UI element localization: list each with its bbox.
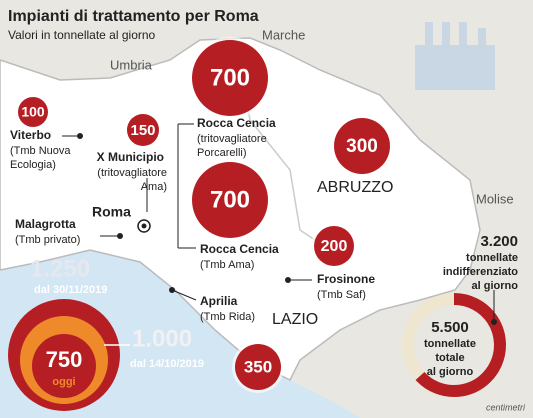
history-value: 1.250 (30, 255, 90, 282)
history-date: dal 30/11/2019 (34, 284, 107, 296)
ring-750 (32, 334, 96, 398)
plant-value: 300 (346, 136, 378, 157)
region: Marche (262, 27, 305, 42)
plant-name: Rocca Cencia (200, 242, 279, 256)
plant-detail: (Tmb Rida) (200, 311, 255, 323)
plant-circle (314, 226, 354, 266)
plant-detail: (tritovagliatore (97, 167, 167, 179)
plant-name: X Municipio (97, 150, 164, 164)
total-value: 5.500 (431, 319, 469, 336)
plant-detail: (Tmb privato) (15, 234, 80, 246)
plant-circle (192, 40, 268, 116)
undiff-line: al giorno (472, 280, 519, 292)
plant-name: Malagrotta (15, 217, 76, 231)
plant-circle (334, 118, 390, 174)
region: ABRUZZO (317, 179, 393, 196)
plant-value: 700 (210, 64, 250, 91)
plant-detail: (Tmb Saf) (317, 289, 366, 301)
city: Roma (92, 204, 131, 220)
plant-detail: (tritovagliatore (197, 133, 267, 145)
plant-value: 700 (210, 186, 250, 213)
history-value: 750 (46, 347, 83, 372)
plant-detail: Porcarelli) (197, 147, 247, 159)
plant-circle (235, 344, 281, 390)
total-line: al giorno (427, 366, 474, 378)
plant-name: Frosinone (317, 272, 375, 286)
plant-circle (127, 114, 159, 146)
history-value: 1.000 (132, 325, 192, 352)
region: Molise (476, 191, 514, 206)
plant-value: 200 (321, 238, 348, 255)
total-line: totale (435, 352, 464, 364)
plant-name: Aprilia (200, 294, 238, 308)
undiff-value: 3.200 (480, 233, 518, 250)
donut-arc (415, 293, 506, 397)
plant-value: 100 (21, 104, 45, 120)
undiff-line: indifferenziato (443, 266, 518, 278)
plant-circle (18, 97, 48, 127)
plant-value: 150 (130, 122, 155, 139)
plant-detail: Ama) (141, 181, 167, 193)
plant-name: Viterbo (10, 128, 51, 142)
history-date: dal 14/10/2019 (130, 358, 204, 370)
region: Umbria (110, 57, 153, 72)
factory-icon (415, 22, 495, 90)
plant-value: 350 (244, 357, 272, 376)
history-date: oggi (52, 376, 75, 388)
undiff-line: tonnellate (466, 252, 518, 264)
plant-detail: (Tmb Ama) (200, 259, 254, 271)
plant-circle (192, 162, 268, 238)
roma-marker (141, 223, 147, 229)
total-line: tonnellate (424, 338, 476, 350)
plant-name: Rocca Cencia (197, 116, 276, 130)
plant-detail: (Tmb Nuova (10, 145, 71, 157)
credit: centimetri (486, 402, 526, 412)
subtitle: Valori in tonnellate al giorno (8, 28, 156, 42)
dots (77, 133, 291, 293)
region: LAZIO (272, 311, 318, 328)
title: Impianti di trattamento per Roma (8, 8, 259, 25)
plant-detail: Ecologia) (10, 159, 56, 171)
dot (491, 319, 497, 325)
